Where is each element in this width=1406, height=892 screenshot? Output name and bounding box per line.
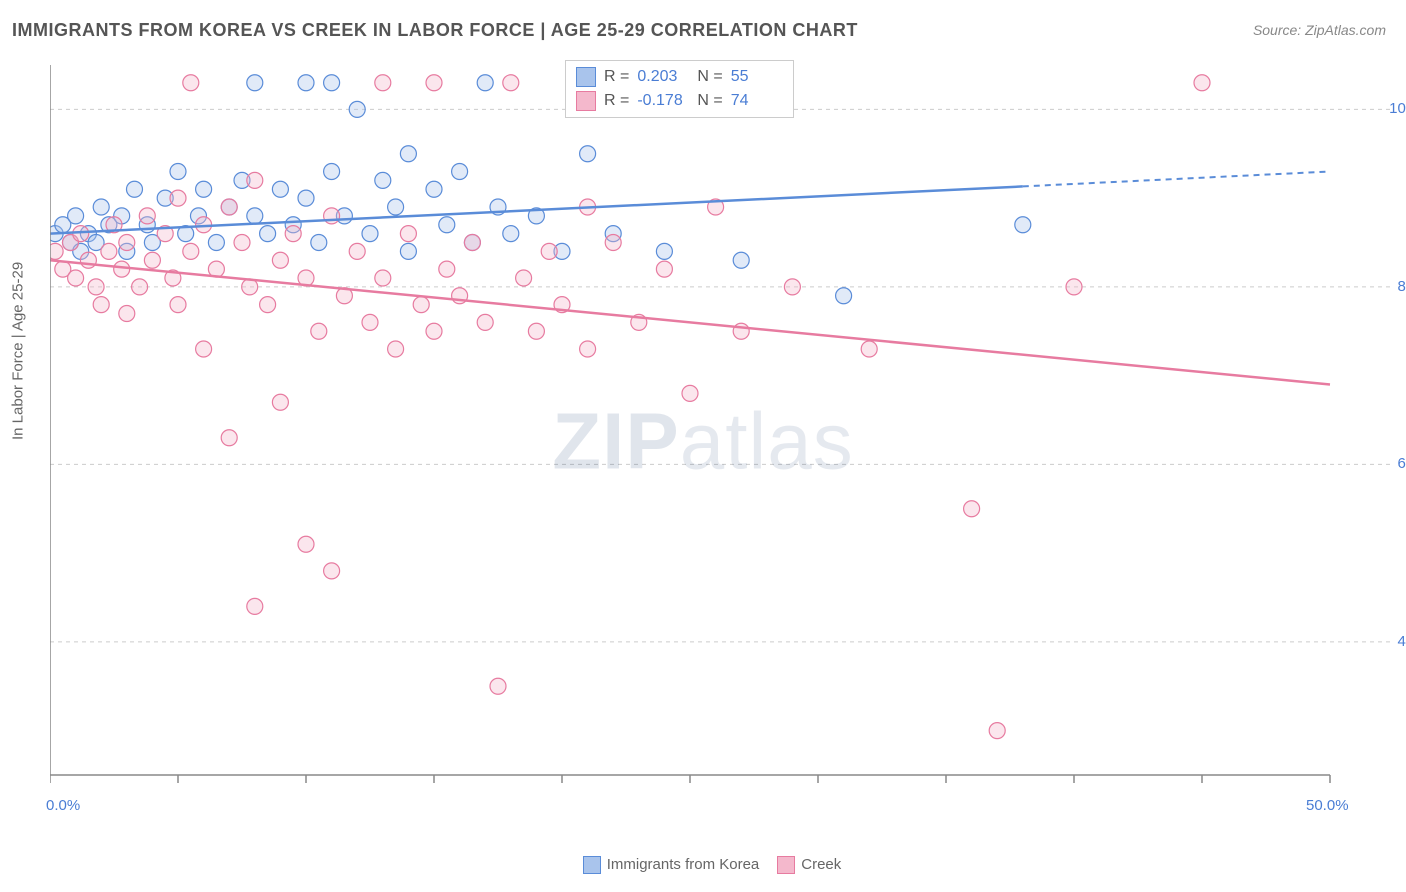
legend-swatch-creek <box>777 856 795 874</box>
legend-row-creek: R =-0.178N =74 <box>576 89 783 113</box>
y-tick-label: 100.0% <box>1342 100 1406 117</box>
series-legend: Immigrants from Korea Creek <box>0 856 1406 874</box>
legend-swatch-korea <box>583 856 601 874</box>
y-tick-label: 60.0% <box>1342 455 1406 472</box>
y-tick-label: 80.0% <box>1342 278 1406 295</box>
chart-title: IMMIGRANTS FROM KOREA VS CREEK IN LABOR … <box>12 20 858 41</box>
correlation-legend: R =0.203N =55R =-0.178N =74 <box>565 60 794 118</box>
source-label: Source: ZipAtlas.com <box>1253 22 1386 38</box>
legend-label-korea: Immigrants from Korea <box>607 856 760 873</box>
x-tick-label: 50.0% <box>1306 797 1349 814</box>
legend-row-korea: R =0.203N =55 <box>576 65 783 89</box>
y-tick-label: 40.0% <box>1342 633 1406 650</box>
scatter-plot <box>50 55 1390 815</box>
legend-label-creek: Creek <box>801 856 841 873</box>
y-axis-label: In Labor Force | Age 25-29 <box>10 262 27 440</box>
x-tick-label: 0.0% <box>46 797 80 814</box>
